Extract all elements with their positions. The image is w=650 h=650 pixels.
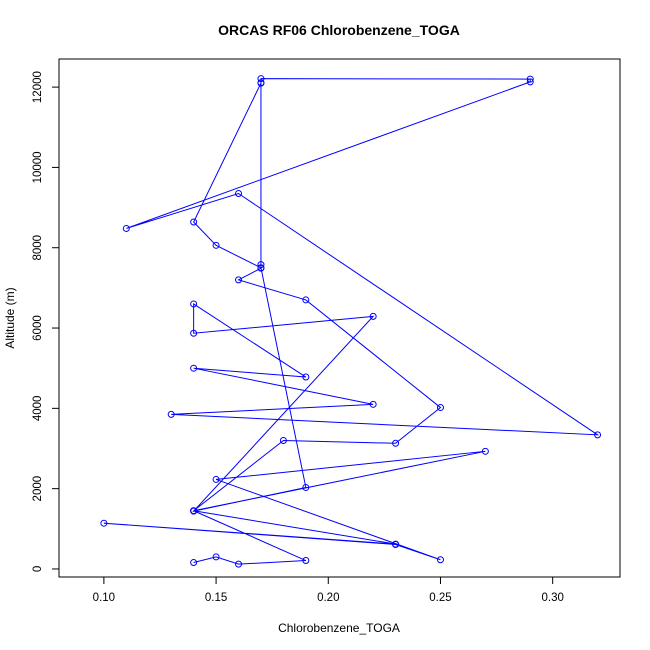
data-point	[279, 436, 287, 444]
y-tick-label: 0	[32, 566, 44, 572]
data-point	[212, 553, 220, 561]
data-point	[526, 78, 534, 86]
data-point	[190, 364, 198, 372]
y-tick-label: 2000	[32, 476, 44, 502]
data-point	[122, 224, 130, 232]
data-point	[302, 483, 310, 491]
data-point	[481, 447, 489, 455]
data-point	[436, 556, 444, 564]
y-tick-label: 8000	[32, 235, 44, 261]
data-point	[190, 329, 198, 337]
data-point	[212, 475, 220, 483]
data-point	[526, 75, 534, 83]
data-point	[257, 75, 265, 83]
y-tick-label: 4000	[32, 396, 44, 422]
data-point	[436, 404, 444, 412]
data-point	[392, 439, 400, 447]
data-point	[369, 312, 377, 320]
data-point	[190, 507, 198, 515]
data-point	[302, 296, 310, 304]
data-point	[392, 540, 400, 548]
data-point	[100, 519, 108, 527]
plot-frame	[58, 58, 621, 578]
y-axis: 0 2000 4000 6000 8000 10000 12000	[32, 71, 60, 572]
x-tick-label: 0.20	[317, 592, 339, 604]
data-point	[369, 400, 377, 408]
x-tick-label: 0.25	[429, 592, 451, 604]
x-tick-label: 0.10	[93, 592, 115, 604]
y-tick-label: 10000	[32, 151, 44, 183]
data-point	[190, 218, 198, 226]
x-axis-label: Chlorobenzene_TOGA	[278, 621, 400, 635]
data-point	[212, 241, 220, 249]
data-point	[257, 79, 265, 87]
y-tick-label: 6000	[32, 315, 44, 341]
chart-title: ORCAS RF06 Chlorobenzene_TOGA	[218, 22, 460, 38]
data-point	[302, 557, 310, 565]
y-tick-label: 12000	[32, 71, 44, 103]
data-point	[302, 373, 310, 381]
data-point	[167, 410, 175, 418]
data-point	[235, 276, 243, 284]
data-point	[190, 300, 198, 308]
x-tick-label: 0.30	[541, 592, 563, 604]
series-line	[103, 78, 600, 565]
data-point	[594, 431, 602, 439]
data-point	[235, 560, 243, 568]
data-point	[257, 261, 265, 269]
data-point	[257, 264, 265, 272]
data-point	[235, 190, 243, 198]
x-axis: 0.10 0.15 0.20 0.25 0.30	[93, 576, 564, 604]
series-layer	[100, 75, 602, 568]
y-axis-label: Altitude (m)	[3, 287, 17, 348]
data-point	[190, 559, 198, 567]
x-tick-label: 0.15	[205, 592, 227, 604]
